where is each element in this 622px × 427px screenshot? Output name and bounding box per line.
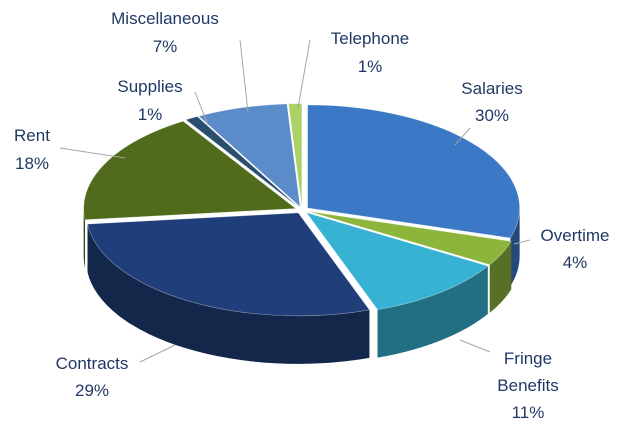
slice-side-shade [83,208,85,268]
value-label: 4% [562,253,588,272]
leader-line [513,239,531,245]
value-label: 7% [152,37,178,56]
value-label: 30% [474,106,510,125]
leader-line [297,39,311,109]
slice-side-shade [510,207,520,286]
category-label: Supplies [117,77,183,96]
category-label: Miscellaneous [111,9,219,28]
value-label: 29% [74,381,110,400]
pie-slice [185,116,299,208]
pie-slice [305,212,489,310]
leader-line [454,127,471,146]
category-label: Salaries [461,79,523,98]
leader-line [459,339,491,353]
slice-side-shade [87,224,370,364]
pie-slice [198,103,301,208]
slice-side [377,265,488,358]
value-label: 11% [511,403,545,422]
slice-side [83,208,85,268]
slice-side [489,241,512,313]
pie-slice [83,120,297,221]
leader-line [59,147,126,159]
leader-line [194,91,209,126]
pie-slice [307,104,520,239]
value-label: 1% [137,105,163,124]
slice-side-shade [377,265,488,358]
category-label: Contracts [55,354,129,373]
value-label: 18% [14,154,50,173]
slice-side [87,224,370,364]
category-label: Telephone [330,29,410,48]
leader-line [139,344,176,363]
pie-slice [87,212,370,317]
category-label: Rent [14,126,50,145]
slice-side [510,207,520,286]
category-label: Fringe Benefits [497,349,559,395]
value-label: 1% [357,57,383,76]
slice-side-shade [489,241,512,313]
pie-slice [288,103,303,207]
leader-line [239,39,249,113]
pie-slice [308,211,512,266]
category-label: Overtime [540,226,610,245]
